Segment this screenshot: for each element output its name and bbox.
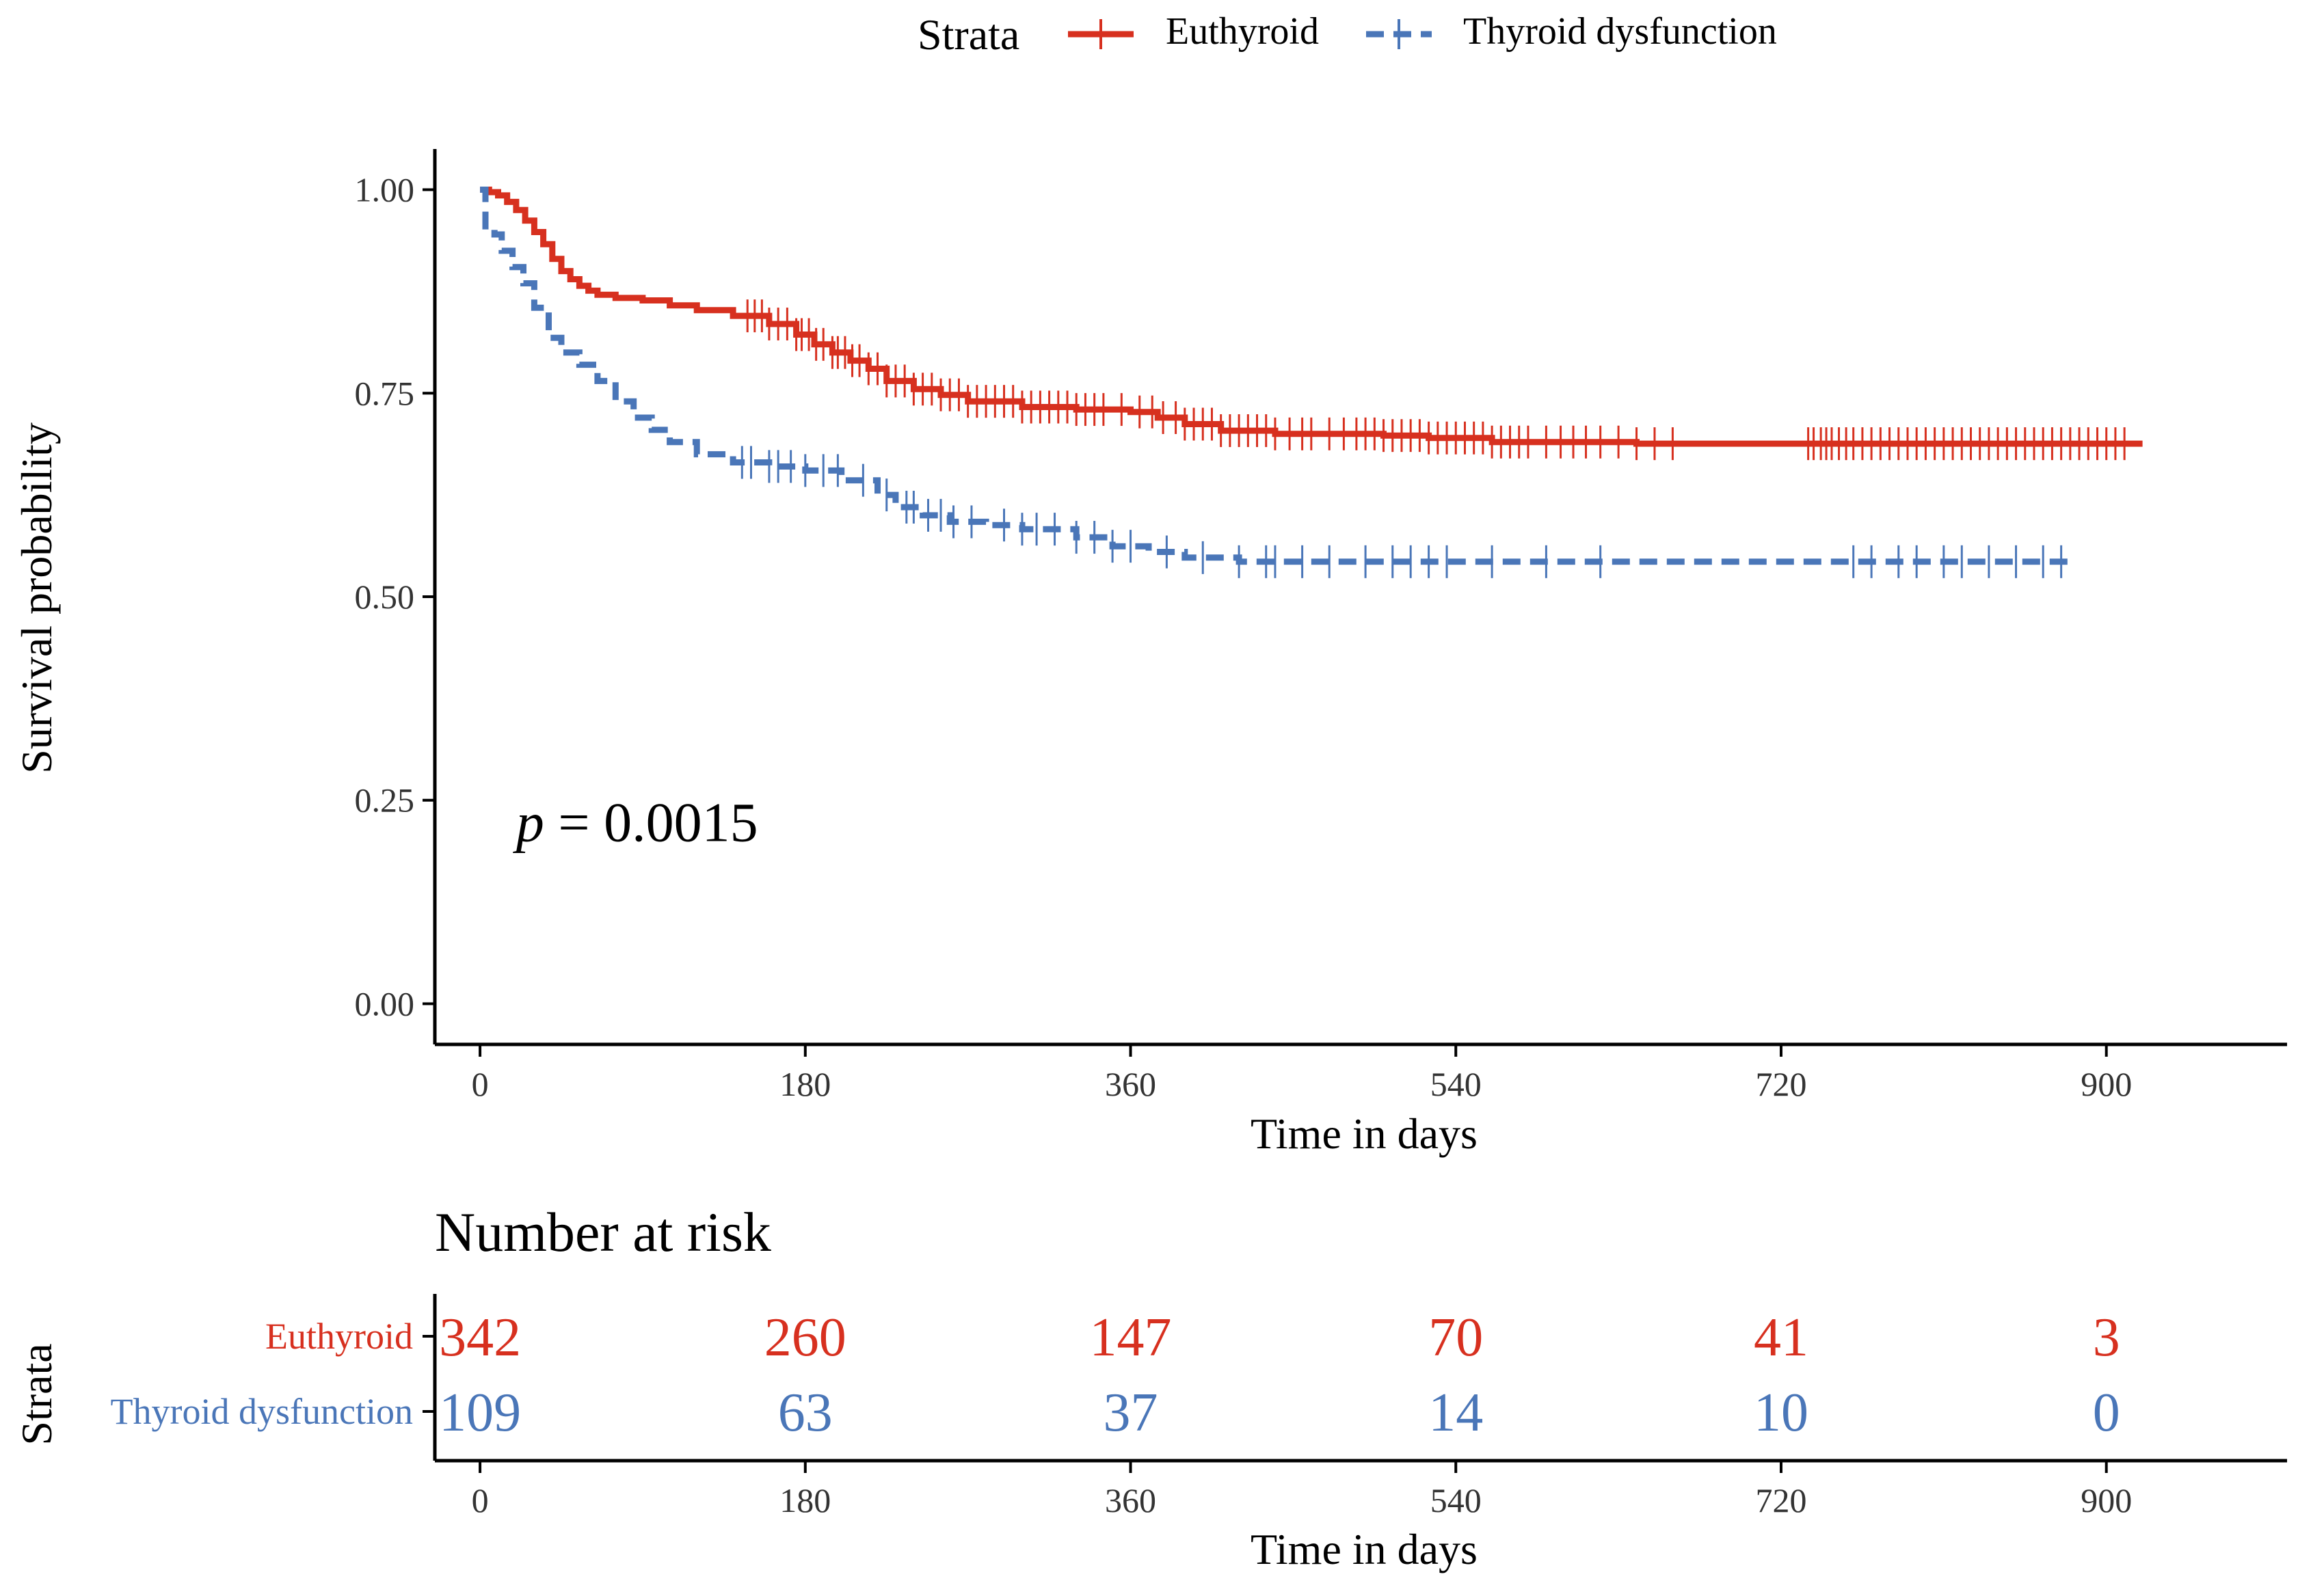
risk-cell: 41 bbox=[1754, 1308, 1808, 1368]
risk-cell: 63 bbox=[778, 1383, 833, 1443]
x-tick-label: 360 bbox=[1105, 1065, 1156, 1103]
survival-plot: 0.00 0.25 0.50 0.75 1.00 0 180 360 540 720 900 Su… bbox=[12, 149, 2287, 1158]
risk-table-title: Number at risk bbox=[435, 1201, 771, 1263]
y-axis-ticks: 0.00 0.25 0.50 0.75 1.00 bbox=[355, 171, 435, 1023]
legend-label-thyroid-dysfunction: Thyroid dysfunction bbox=[1463, 10, 1777, 53]
series-lines bbox=[480, 187, 2143, 565]
y-tick-label: 0.00 bbox=[355, 984, 415, 1023]
risk-row-label-thyroid-dysfunction: Thyroid dysfunction bbox=[111, 1391, 413, 1432]
risk-cell: 109 bbox=[439, 1383, 521, 1443]
y-axis-label: Survival probability bbox=[12, 422, 61, 774]
risk-cell: 260 bbox=[764, 1308, 846, 1368]
x-axis-label: Time in days bbox=[1251, 1109, 1478, 1158]
p-value-annotation: p = 0.0015 bbox=[513, 791, 758, 853]
x-axis-ticks: 0 180 360 540 720 900 bbox=[472, 1044, 2132, 1103]
risk-x-tick-label: 540 bbox=[1430, 1481, 1482, 1519]
risk-table-x-ticks: 0 180 360 540 720 900 bbox=[472, 1461, 2132, 1519]
risk-cell: 0 bbox=[2093, 1383, 2120, 1443]
legend: Strata Euthyroid Thyroid dysfunction bbox=[918, 10, 1777, 59]
risk-cell: 3 bbox=[2093, 1308, 2120, 1368]
risk-cell: 10 bbox=[1754, 1383, 1808, 1443]
risk-cell: 37 bbox=[1104, 1383, 1158, 1443]
x-tick-label: 0 bbox=[472, 1065, 489, 1103]
y-tick-label: 1.00 bbox=[355, 171, 415, 209]
legend-title: Strata bbox=[918, 10, 1019, 59]
risk-x-tick-label: 900 bbox=[2081, 1481, 2132, 1519]
x-tick-label: 540 bbox=[1430, 1065, 1482, 1103]
risk-cell: 70 bbox=[1428, 1308, 1483, 1368]
risk-table: Number at risk Euthyroid 342 260 147 70 41 3 Th… bbox=[12, 1201, 2287, 1573]
p-value-text: = 0.0015 bbox=[544, 791, 758, 853]
risk-table-y-label: Strata bbox=[12, 1343, 61, 1445]
risk-table-x-label: Time in days bbox=[1251, 1525, 1478, 1573]
risk-cell: 147 bbox=[1090, 1308, 1172, 1368]
risk-cell: 14 bbox=[1428, 1383, 1483, 1443]
legend-label-euthyroid: Euthyroid bbox=[1166, 10, 1319, 53]
series-line-thyroid-dysfunction bbox=[480, 187, 2070, 565]
risk-x-tick-label: 180 bbox=[779, 1481, 831, 1519]
censor-marks bbox=[740, 299, 2126, 578]
risk-table-rows: Euthyroid 342 260 147 70 41 3 Thyroid dysfuncti… bbox=[111, 1308, 2120, 1443]
risk-x-tick-label: 0 bbox=[472, 1481, 489, 1519]
y-tick-label: 0.75 bbox=[355, 374, 415, 412]
p-value-symbol: p bbox=[513, 791, 544, 853]
risk-row-label-euthyroid: Euthyroid bbox=[265, 1316, 413, 1357]
risk-x-tick-label: 360 bbox=[1105, 1481, 1156, 1519]
risk-cell: 342 bbox=[439, 1308, 521, 1368]
x-tick-label: 720 bbox=[1755, 1065, 1806, 1103]
y-tick-label: 0.25 bbox=[355, 781, 415, 820]
x-tick-label: 180 bbox=[779, 1065, 831, 1103]
risk-x-tick-label: 720 bbox=[1755, 1481, 1806, 1519]
series-line-euthyroid bbox=[480, 187, 2143, 447]
y-tick-label: 0.50 bbox=[355, 578, 415, 616]
x-tick-label: 900 bbox=[2081, 1065, 2132, 1103]
